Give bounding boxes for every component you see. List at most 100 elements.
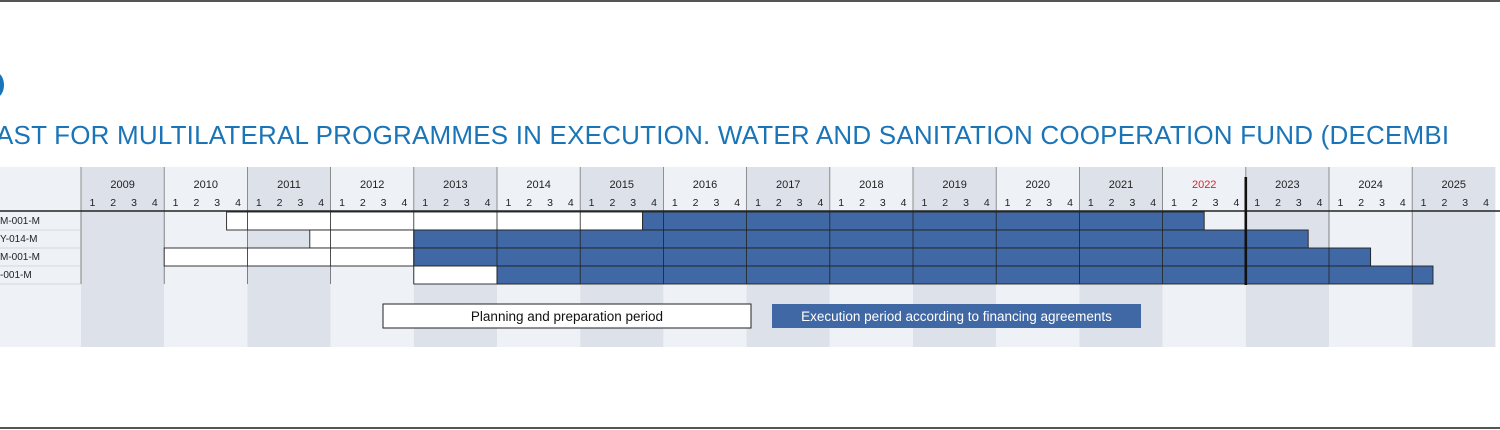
quarter-label: 4: [1400, 197, 1406, 209]
quarter-label: 2: [360, 197, 366, 209]
execution-bar: [496, 265, 1434, 285]
quarter-label: 4: [1150, 197, 1156, 209]
quarter-label: 4: [901, 197, 907, 209]
quarter-label: 3: [880, 197, 886, 209]
quarter-label: 1: [838, 197, 844, 209]
quarter-label: 4: [568, 197, 574, 209]
execution-bar: [642, 211, 1205, 231]
quarter-label: 4: [651, 197, 657, 209]
year-label: 2013: [443, 179, 467, 191]
planning-bar: [309, 229, 415, 249]
programme-label: -001-M: [0, 270, 32, 281]
quarter-label: 2: [942, 197, 948, 209]
year-label: 2016: [693, 179, 717, 191]
year-label: 2021: [1109, 179, 1133, 191]
quarter-label: 3: [1046, 197, 1052, 209]
legend-planning-label: Planning and preparation period: [471, 309, 663, 324]
quarter-label: 1: [1337, 197, 1343, 209]
quarter-label: 1: [589, 197, 595, 209]
quarter-label: 1: [672, 197, 678, 209]
quarter-label: 2: [609, 197, 615, 209]
quarter-label: 1: [921, 197, 927, 209]
year-label: 2019: [942, 179, 966, 191]
quarter-label: 1: [1088, 197, 1094, 209]
quarter-label: 3: [630, 197, 636, 209]
year-band: [81, 167, 165, 347]
chart-title: AST FOR MULTILATERAL PROGRAMMES IN EXECU…: [0, 120, 1450, 150]
quarter-label: 3: [297, 197, 303, 209]
year-band: [1412, 167, 1496, 347]
quarter-label: 2: [110, 197, 116, 209]
quarter-label: 3: [381, 197, 387, 209]
programme-label: Y-014-M: [0, 234, 37, 245]
year-label: 2012: [360, 179, 384, 191]
execution-bar: [413, 229, 1309, 249]
quarter-label: 4: [401, 197, 407, 209]
quarter-label: 4: [817, 197, 823, 209]
quarter-label: 1: [173, 197, 179, 209]
quarter-label: 2: [526, 197, 532, 209]
quarter-label: 2: [859, 197, 865, 209]
quarter-label: 4: [235, 197, 241, 209]
quarter-label: 3: [464, 197, 470, 209]
frame-bottom-border: [0, 427, 1500, 429]
year-label: 2010: [194, 179, 218, 191]
year-label: 2011: [277, 179, 301, 191]
quarter-label: 1: [505, 197, 511, 209]
year-label: 2015: [610, 179, 634, 191]
legend-planning-swatch: [382, 303, 752, 329]
quarter-label: 1: [1254, 197, 1260, 209]
quarter-label: 2: [1109, 197, 1115, 209]
quarter-label: 3: [797, 197, 803, 209]
year-label: 2023: [1275, 179, 1299, 191]
year-label: 2009: [110, 179, 134, 191]
quarter-label: 1: [1421, 197, 1427, 209]
planning-bar: [163, 247, 415, 267]
quarter-label: 4: [1483, 197, 1489, 209]
quarter-label: 3: [1379, 197, 1385, 209]
year-label: 2022: [1192, 179, 1216, 191]
quarter-label: 1: [89, 197, 95, 209]
year-label: 2018: [859, 179, 883, 191]
quarter-label: 3: [1129, 197, 1135, 209]
quarter-label: 1: [755, 197, 761, 209]
year-label: 2020: [1026, 179, 1050, 191]
programme-label: M-001-M: [0, 252, 40, 263]
quarter-label: 3: [1296, 197, 1302, 209]
quarter-label: 4: [152, 197, 158, 209]
quarter-label: 2: [193, 197, 199, 209]
quarter-label: 2: [776, 197, 782, 209]
quarter-label: 4: [734, 197, 740, 209]
quarter-label: 2: [277, 197, 283, 209]
programme-label: M-001-M: [0, 216, 40, 227]
label-column-band: [0, 167, 81, 347]
quarter-label: 4: [485, 197, 491, 209]
year-label: 2025: [1442, 179, 1466, 191]
quarter-label: 4: [1067, 197, 1073, 209]
quarter-label: 4: [1317, 197, 1323, 209]
quarter-label: 3: [1462, 197, 1468, 209]
quarter-label: 1: [339, 197, 345, 209]
quarter-label: 2: [443, 197, 449, 209]
year-label: 2024: [1358, 179, 1382, 191]
legend-execution-label: Execution period according to financing …: [801, 309, 1112, 324]
year-label: 2017: [776, 179, 800, 191]
quarter-label: 3: [1213, 197, 1219, 209]
quarter-label: 1: [1171, 197, 1177, 209]
quarter-label: 3: [547, 197, 553, 209]
quarter-label: 1: [256, 197, 262, 209]
quarter-label: 1: [422, 197, 428, 209]
quarter-label: 3: [131, 197, 137, 209]
quarter-label: 2: [1441, 197, 1447, 209]
quarter-label: 2: [1192, 197, 1198, 209]
quarter-label: 4: [318, 197, 324, 209]
quarter-label: 3: [963, 197, 969, 209]
quarter-label: 2: [1358, 197, 1364, 209]
quarter-label: 2: [1025, 197, 1031, 209]
year-label: 2014: [526, 179, 550, 191]
quarter-label: 2: [1275, 197, 1281, 209]
quarter-label: 3: [713, 197, 719, 209]
quarter-label: 2: [693, 197, 699, 209]
legend-execution-swatch: [772, 304, 1141, 328]
